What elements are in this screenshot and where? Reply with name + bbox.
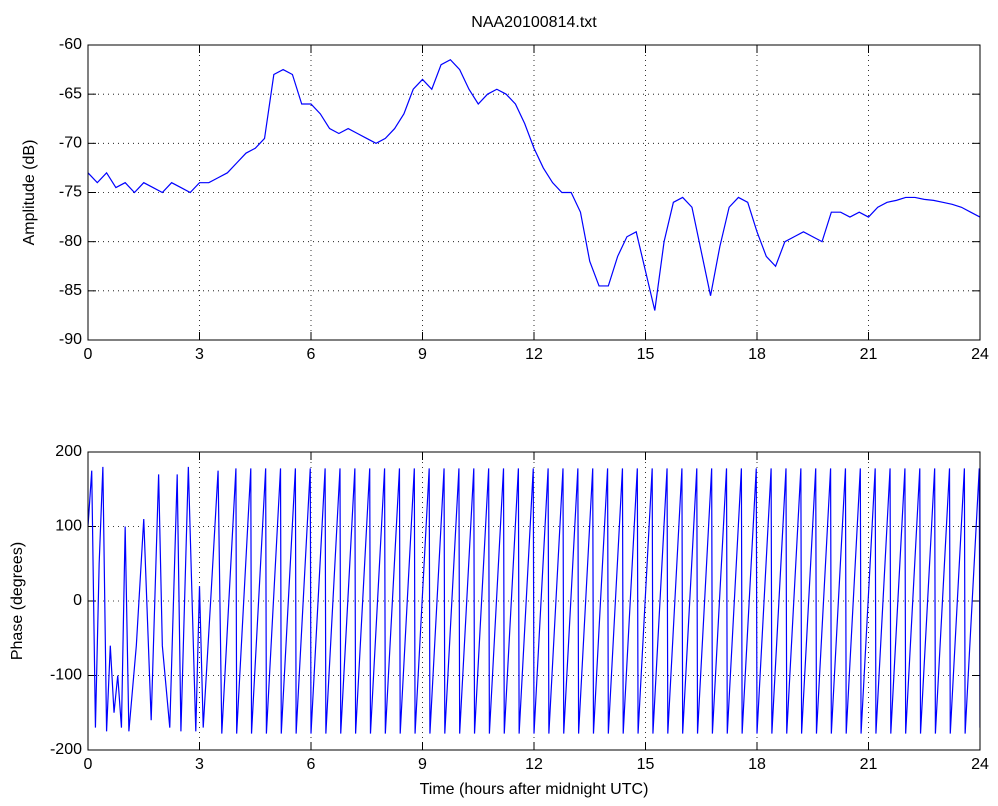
x-tick-label: 6 (307, 346, 316, 363)
x-tick-label: 21 (860, 346, 878, 363)
y-tick-label: -85 (59, 282, 82, 299)
x-tick-label: 0 (84, 756, 93, 773)
chart-title: NAA20100814.txt (471, 14, 597, 31)
y-tick-label: 200 (55, 443, 82, 460)
y-tick-label: 100 (55, 518, 82, 535)
x-tick-label: 3 (195, 756, 204, 773)
x-tick-label: 15 (637, 756, 655, 773)
x-tick-label: 15 (637, 346, 655, 363)
x-tick-label: 0 (84, 346, 93, 363)
x-tick-label: 3 (195, 346, 204, 363)
y-tick-label: -65 (59, 85, 82, 102)
x-tick-label: 6 (307, 756, 316, 773)
x-tick-label: 21 (860, 756, 878, 773)
x-tick-label: 12 (525, 756, 543, 773)
x-tick-label: 24 (971, 756, 989, 773)
x-tick-label: 12 (525, 346, 543, 363)
y-axis-label: Phase (degrees) (9, 542, 26, 660)
y-tick-label: -100 (50, 667, 82, 684)
data-line (88, 466, 980, 734)
x-tick-label: 18 (748, 756, 766, 773)
x-tick-label: 18 (748, 346, 766, 363)
subplot: 0 3 6 9 12 15 18 21 24 -200 -100 0 100 200 Phase (degr… (9, 443, 989, 798)
y-axis-label: Amplitude (dB) (21, 140, 38, 246)
x-tick-label: 24 (971, 346, 989, 363)
data-line (88, 59, 980, 311)
axes-box (87, 44, 981, 341)
y-tick-label: -60 (59, 36, 82, 53)
y-tick-label: -200 (50, 741, 82, 758)
x-tick-label: 9 (418, 346, 427, 363)
y-tick-label: -70 (59, 135, 82, 152)
y-tick-label: -75 (59, 184, 82, 201)
y-tick-label: 0 (73, 592, 82, 609)
x-axis-label: Time (hours after midnight UTC) (420, 781, 649, 798)
x-tick-label: 9 (418, 756, 427, 773)
y-tick-label: -80 (59, 233, 82, 250)
subplot: 0 3 6 9 12 15 18 21 24 -90 -85 -80 -75 -70 -65 -60 NAA20… (21, 14, 989, 363)
y-tick-label: -90 (59, 331, 82, 348)
axes-box (87, 451, 981, 751)
